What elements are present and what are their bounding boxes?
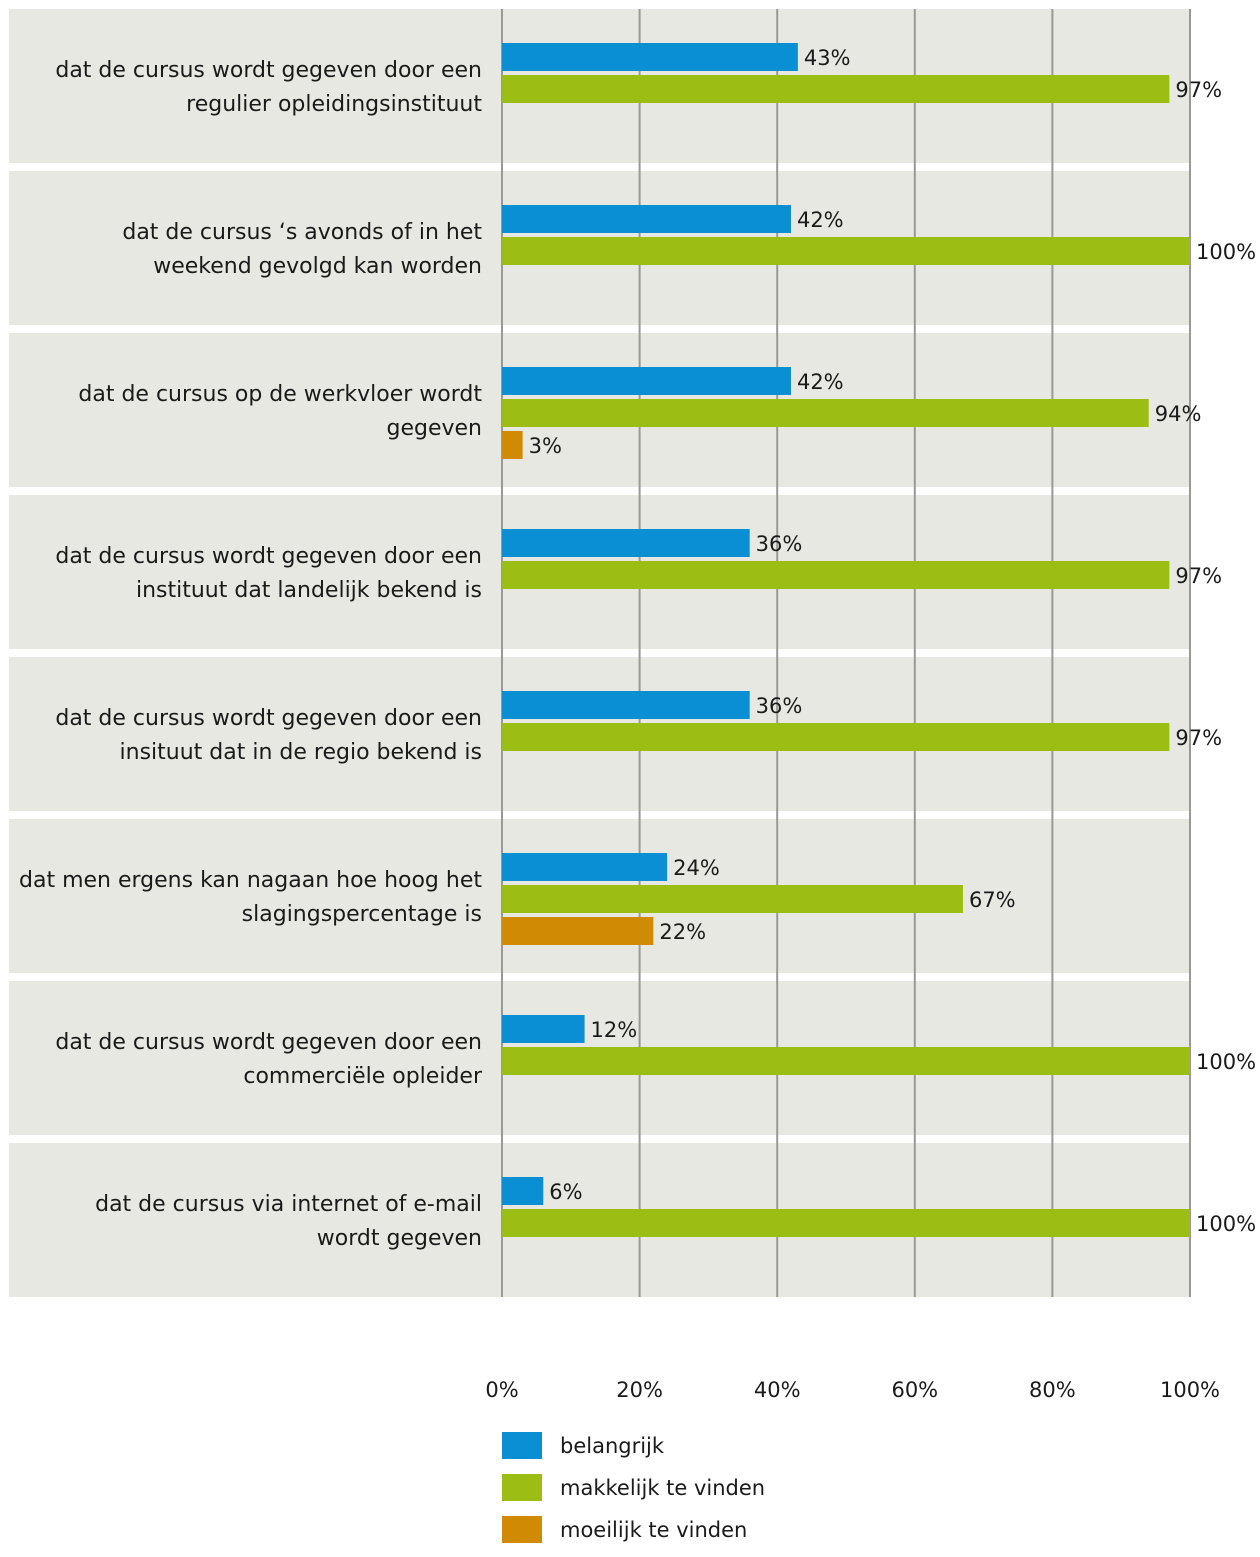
category-labels: dat de cursus wordt gegeven door een regu… (19, 58, 483, 1251)
bar-makkelijk-te-vinden (502, 75, 1170, 103)
category-label: dat de cursus wordt gegeven door een comm… (55, 1030, 483, 1089)
bar-moeilijk-te-vinden (502, 431, 523, 459)
value-label: 36% (756, 532, 803, 556)
value-labels: 43% 97% 42% 100% 42% 94% 3% 36% 97% 36% 97% 24% 67% 2… (529, 46, 1256, 1236)
category-label: dat de cursus ‘s avonds of in het weekend… (122, 220, 482, 279)
category-label-line: regulier opleidingsinstituut (186, 92, 482, 117)
bar-belangrijk (502, 367, 791, 395)
category-label-line: dat de cursus wordt gegeven door een (55, 544, 482, 569)
bar-belangrijk (502, 205, 791, 233)
category-label-line: weekend gevolgd kan worden (153, 254, 482, 279)
category-panels (9, 9, 1191, 1297)
bar-makkelijk-te-vinden (502, 1047, 1190, 1075)
category-label-line: dat men ergens kan nagaan hoe hoog het (19, 868, 482, 893)
value-label: 100% (1196, 1212, 1256, 1236)
category-label-line: commerciële opleider (243, 1064, 483, 1089)
legend-label: makkelijk te vinden (560, 1476, 765, 1500)
bar-makkelijk-te-vinden (502, 561, 1170, 589)
category-label-line: instituut dat landelijk bekend is (136, 578, 482, 603)
bar-belangrijk (502, 1015, 585, 1043)
category-label: dat de cursus wordt gegeven door een insi… (55, 706, 482, 765)
category-label: dat de cursus wordt gegeven door een inst… (55, 544, 482, 603)
value-label: 100% (1196, 240, 1256, 264)
value-label: 22% (659, 920, 706, 944)
bars (502, 43, 1190, 1237)
legend-swatch (502, 1474, 542, 1501)
bar-makkelijk-te-vinden (502, 237, 1190, 265)
category-label-line: dat de cursus op de werkvloer wordt (78, 382, 482, 407)
x-tick-label: 0% (485, 1378, 518, 1402)
x-tick-label: 40% (754, 1378, 801, 1402)
x-axis-ticks: 0% 20% 40% 60% 80% 100% (485, 1378, 1220, 1402)
legend-label: belangrijk (560, 1434, 665, 1458)
category-label-line: gegeven (387, 416, 483, 441)
bar-belangrijk (502, 853, 668, 881)
legend-swatch (502, 1432, 542, 1459)
bar-moeilijk-te-vinden (502, 917, 654, 945)
category-label: dat de cursus via internet of e-mail word… (95, 1192, 482, 1251)
bar-makkelijk-te-vinden (502, 885, 963, 913)
value-label: 97% (1175, 564, 1222, 588)
value-label: 42% (797, 208, 844, 232)
value-label: 97% (1175, 78, 1222, 102)
category-label-line: dat de cursus wordt gegeven door een (55, 1030, 482, 1055)
value-label: 43% (804, 46, 851, 70)
bar-makkelijk-te-vinden (502, 1209, 1190, 1237)
value-label: 3% (529, 434, 562, 458)
category-label-line: wordt gegeven (317, 1226, 482, 1251)
value-label: 42% (797, 370, 844, 394)
value-label: 12% (591, 1018, 638, 1042)
category-label-line: dat de cursus ‘s avonds of in het (122, 220, 482, 245)
bar-makkelijk-te-vinden (502, 723, 1170, 751)
x-tick-label: 100% (1160, 1378, 1220, 1402)
bar-belangrijk (502, 1177, 544, 1205)
bar-makkelijk-te-vinden (502, 399, 1149, 427)
category-label: dat men ergens kan nagaan hoe hoog het sl… (19, 868, 482, 927)
value-label: 24% (673, 856, 720, 880)
x-tick-label: 80% (1029, 1378, 1076, 1402)
value-label: 6% (549, 1180, 582, 1204)
legend-label: moeilijk te vinden (560, 1518, 747, 1542)
category-label: dat de cursus op de werkvloer wordt gegev… (78, 382, 482, 441)
category-label-line: slagingspercentage is (242, 902, 482, 927)
value-label: 94% (1155, 402, 1202, 426)
category-label-line: insituut dat in de regio bekend is (120, 740, 482, 765)
legend: belangrijk makkelijk te vinden moeilijk te… (502, 1432, 765, 1543)
value-label: 36% (756, 694, 803, 718)
category-label-line: dat de cursus wordt gegeven door een (55, 706, 482, 731)
bar-belangrijk (502, 691, 750, 719)
value-label: 67% (969, 888, 1016, 912)
value-label: 100% (1196, 1050, 1256, 1074)
bar-belangrijk (502, 43, 798, 71)
category-label: dat de cursus wordt gegeven door een regu… (55, 58, 482, 117)
legend-swatch (502, 1516, 542, 1543)
category-label-line: dat de cursus via internet of e-mail (95, 1192, 482, 1217)
x-tick-label: 60% (891, 1378, 938, 1402)
bar-belangrijk (502, 529, 750, 557)
value-label: 97% (1175, 726, 1222, 750)
category-label-line: dat de cursus wordt gegeven door een (55, 58, 482, 83)
x-tick-label: 20% (616, 1378, 663, 1402)
